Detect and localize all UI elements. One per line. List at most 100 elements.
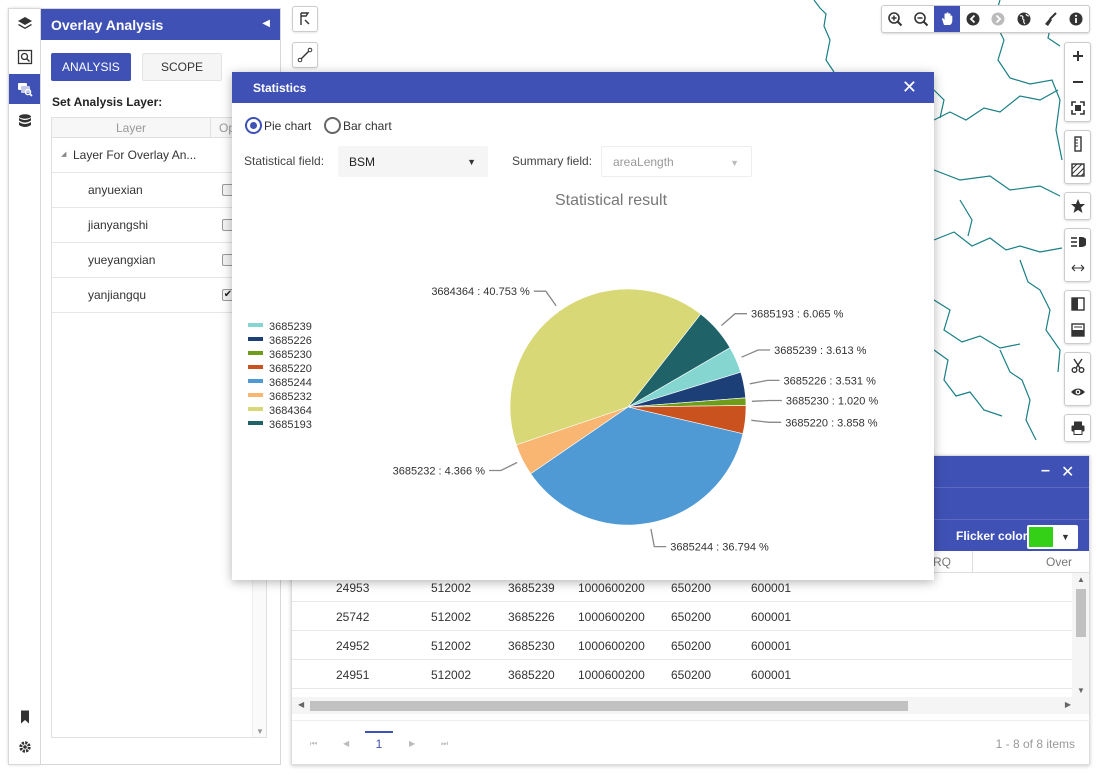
summary-field-select[interactable]: areaLength ▼ — [601, 146, 752, 177]
column-header-rq[interactable]: RQ — [933, 555, 951, 569]
leader-line-3685230 — [751, 399, 782, 402]
table-pager: ⏮ ◀ 1 ▶ ⏭ 1 - 8 of 8 items — [292, 720, 1091, 766]
statistical-field-value: BSM — [349, 154, 376, 169]
legend-icon[interactable] — [1065, 229, 1090, 255]
info-icon[interactable] — [1063, 6, 1089, 32]
statistical-field-select[interactable]: BSM ▼ — [338, 146, 488, 177]
table-cell: 1000600200 — [578, 581, 645, 595]
close-icon[interactable]: ✕ — [901, 77, 917, 97]
slice-label-3685220: 3685220 : 3.858 % — [785, 417, 878, 429]
dialog-title: Statistics — [253, 80, 307, 95]
print-icon[interactable] — [1065, 415, 1090, 441]
chevron-down-icon: ▼ — [467, 157, 476, 167]
ruler-icon[interactable] — [1065, 131, 1090, 157]
leader-line-3685239 — [741, 349, 771, 358]
pie-chart-radio[interactable]: Pie chart — [245, 117, 311, 134]
eye-icon[interactable] — [1065, 379, 1090, 405]
print-tools — [1064, 414, 1091, 442]
back-icon[interactable] — [960, 6, 986, 32]
table-cell: 650200 — [671, 668, 712, 682]
legend-swatch-3684364 — [248, 407, 263, 411]
bookmark-icon[interactable] — [9, 702, 40, 732]
database-icon[interactable] — [9, 106, 40, 136]
legend-swatch-3685244 — [248, 379, 263, 383]
table-cell: 600001 — [751, 639, 792, 653]
layer-name: yanjiangqu — [88, 288, 147, 302]
close-icon[interactable]: ✕ — [1061, 464, 1075, 481]
scope-tab-button[interactable]: SCOPE — [142, 53, 222, 81]
forward-icon[interactable] — [986, 6, 1012, 32]
pie-chart: 3685193 : 6.065 % 3685239 : 3.613 % 368522… — [248, 286, 878, 554]
attribute-table-body: 24953 512002 3685239 1000600200 650200 6… — [292, 573, 1089, 715]
broom-icon[interactable] — [1037, 6, 1063, 32]
first-page-icon[interactable]: ⏮ — [310, 739, 318, 748]
pan-hand-icon[interactable] — [933, 6, 960, 32]
page-number-button[interactable]: 1 — [365, 731, 393, 751]
legend-swatch-3685220 — [248, 365, 263, 369]
legend-label-3685193[interactable]: 3685193 — [269, 419, 312, 431]
layer-row[interactable]: jianyangshi — [52, 208, 266, 243]
layer-row[interactable]: yueyangxian — [52, 243, 266, 278]
legend-label-3685226[interactable]: 3685226 — [269, 335, 312, 347]
pie-slice-3685244[interactable] — [530, 406, 744, 526]
analysis-tab-button[interactable]: ANALYSIS — [51, 53, 131, 81]
layer-name: yueyangxian — [88, 253, 156, 267]
overlay-analysis-icon[interactable] — [9, 74, 40, 104]
globe-icon[interactable] — [1011, 6, 1037, 32]
tree-expand-icon[interactable]: ◢ — [61, 151, 67, 158]
legend-swatch-3685193 — [248, 421, 263, 425]
bar-chart-radio-label: Bar chart — [343, 118, 392, 133]
operation-column-header: Op — [219, 121, 236, 135]
full-extent-icon[interactable] — [1065, 95, 1090, 121]
layer-row[interactable]: yanjiangqu ✔ — [52, 278, 266, 313]
draw-line-icon[interactable] — [292, 42, 318, 68]
search-layer-icon[interactable] — [9, 42, 40, 72]
legend-label-3685230[interactable]: 3685230 — [269, 349, 312, 361]
layers-icon[interactable] — [9, 9, 40, 39]
table-row[interactable]: 24951 512002 3685220 1000600200 650200 6… — [292, 660, 1089, 689]
column-header-over[interactable]: Over — [1046, 555, 1073, 569]
legend-label-3685232[interactable]: 3685232 — [269, 391, 312, 403]
legend-swatch-3685230 — [248, 351, 263, 355]
table-horizontal-scrollbar[interactable]: ◀ ▶ — [292, 697, 1089, 714]
minus-icon[interactable] — [1065, 69, 1090, 95]
legend-label-3684364[interactable]: 3684364 — [269, 405, 312, 417]
slice-label-3685226: 3685226 : 3.531 % — [784, 375, 877, 387]
table-cell: 512002 — [431, 610, 472, 624]
chevron-down-icon: ▼ — [1061, 532, 1070, 542]
table-vertical-scrollbar[interactable]: ▲ ▼ — [1072, 573, 1089, 697]
layer-switch-icon[interactable] — [1065, 317, 1090, 343]
swipe-arrows-icon[interactable] — [1065, 255, 1090, 281]
bar-chart-radio[interactable]: Bar chart — [324, 117, 392, 134]
layer-row[interactable]: anyuexian — [52, 173, 266, 208]
table-row[interactable]: 24952 512002 3685230 1000600200 650200 6… — [292, 631, 1089, 660]
minimize-icon[interactable]: – — [1041, 462, 1050, 479]
table-cell: 24952 — [336, 639, 370, 653]
next-page-icon[interactable]: ▶ — [409, 739, 416, 748]
leader-line-3685232 — [489, 461, 518, 472]
favorite-tools — [1064, 192, 1091, 220]
panel-title: Overlay Analysis — [51, 16, 164, 33]
leader-line-3685193 — [721, 313, 747, 326]
legend-label-3685244[interactable]: 3685244 — [269, 377, 312, 389]
layer-group-row[interactable]: ◢ Layer For Overlay An... — [52, 138, 266, 173]
legend-label-3685239[interactable]: 3685239 — [269, 321, 312, 333]
table-row[interactable]: 25742 512002 3685226 1000600200 650200 6… — [292, 602, 1089, 631]
zoom-out-icon[interactable] — [908, 6, 934, 32]
scissors-icon[interactable] — [1065, 353, 1090, 379]
plus-icon[interactable] — [1065, 43, 1090, 69]
last-page-icon[interactable]: ⏭ — [441, 739, 449, 748]
zoom-in-icon[interactable] — [882, 6, 908, 32]
select-tool-icon[interactable] — [292, 6, 318, 32]
collapse-arrow-icon[interactable]: ◀ — [262, 18, 270, 29]
pie-slice-3684364[interactable] — [509, 288, 702, 446]
star-icon[interactable] — [1065, 193, 1090, 219]
flicker-color-select[interactable]: ▼ — [1027, 525, 1078, 549]
layer-group-name: Layer For Overlay An... — [73, 148, 197, 162]
settings-gear-icon[interactable] — [9, 732, 40, 762]
split-view-icon[interactable] — [1065, 291, 1090, 317]
legend-label-3685220[interactable]: 3685220 — [269, 363, 312, 375]
measure-area-icon[interactable] — [1065, 157, 1090, 183]
table-row[interactable]: 24953 512002 3685239 1000600200 650200 6… — [292, 573, 1089, 602]
prev-page-icon[interactable]: ◀ — [343, 739, 350, 748]
